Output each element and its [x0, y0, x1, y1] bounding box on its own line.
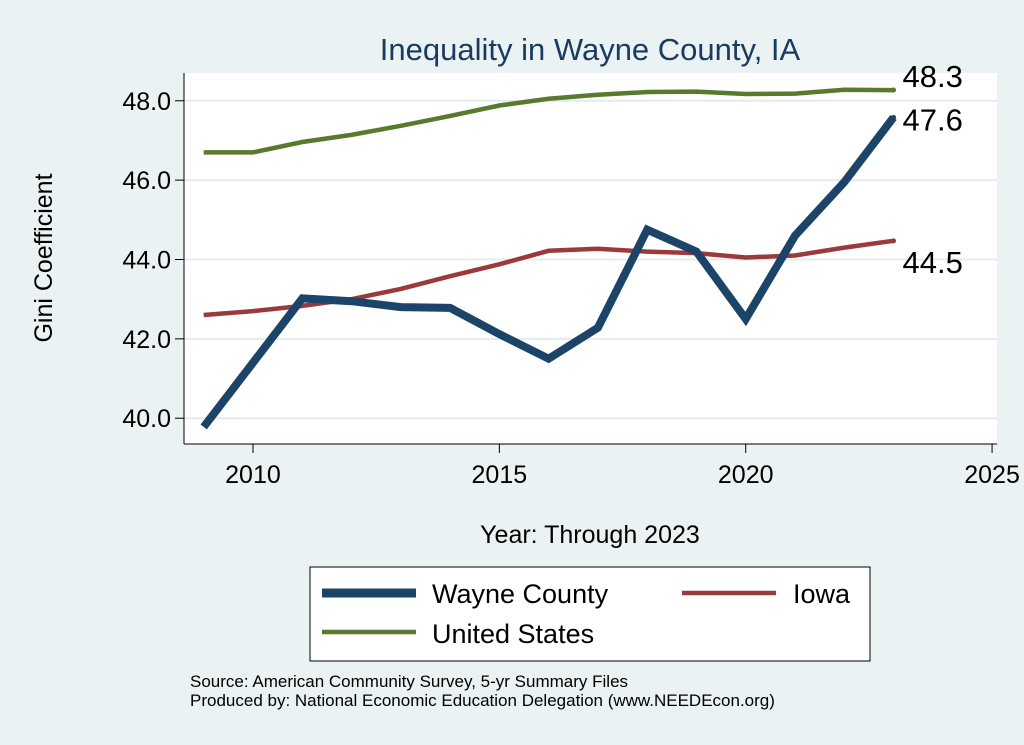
- legend-label-iowa: Iowa: [793, 579, 851, 609]
- series-line-wayne-county: [200, 114, 897, 430]
- series-end-point-united-states: [891, 87, 897, 93]
- producer-note: Produced by: National Economic Education…: [190, 691, 775, 710]
- y-tick-label: 40.0: [122, 405, 171, 433]
- y-tick-label: 46.0: [122, 167, 171, 195]
- y-axis-label: Gini Coefficient: [30, 173, 58, 342]
- series-end-point-wayne-county: [891, 114, 897, 120]
- x-tick-label: 2015: [472, 461, 528, 489]
- legend-label-united-states: United States: [432, 619, 594, 649]
- y-tick-label: 48.0: [122, 88, 171, 116]
- end-label-united-states: 48.3: [903, 59, 963, 94]
- legend-box: [309, 566, 871, 662]
- x-tick-label: 2020: [718, 461, 774, 489]
- legend: Wayne County Iowa United States: [309, 566, 871, 662]
- series-line-united-states: [203, 87, 894, 155]
- x-tick-label: 2010: [225, 461, 281, 489]
- end-label-wayne-county: 47.6: [903, 102, 963, 137]
- source-note: Source: American Community Survey, 5-yr …: [190, 672, 628, 691]
- chart-title: Inequality in Wayne County, IA: [380, 32, 801, 67]
- legend-label-wayne-county: Wayne County: [432, 579, 609, 609]
- gridlines: [184, 99, 997, 420]
- x-tick-label: 2025: [964, 461, 1020, 489]
- series-end-point-iowa: [891, 238, 897, 244]
- end-label-iowa: 44.5: [903, 245, 963, 280]
- x-axis-label: Year: Through 2023: [480, 521, 700, 549]
- series-layer: [200, 87, 897, 430]
- axes: 40.0 42.0 44.0 46.0 48.0 2010 2015 2020 2025: [122, 73, 1020, 489]
- y-tick-label: 44.0: [122, 246, 171, 274]
- end-labels: 47.6 44.5 48.3: [903, 59, 963, 280]
- y-tick-label: 42.0: [122, 326, 171, 354]
